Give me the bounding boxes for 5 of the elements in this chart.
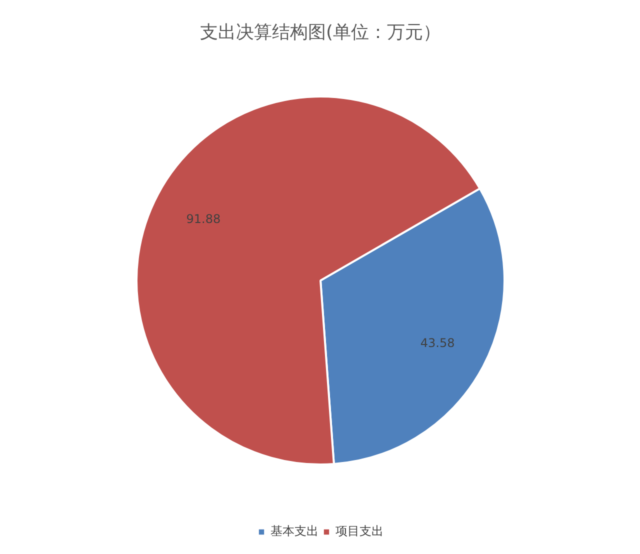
data-label: 43.58 <box>420 336 455 350</box>
chart-title: 支出决算结构图(单位：万元） <box>200 22 442 43</box>
legend-label: 项目支出 <box>336 523 384 540</box>
data-label: 91.88 <box>186 212 221 226</box>
legend-label: 基本支出 <box>270 523 318 540</box>
